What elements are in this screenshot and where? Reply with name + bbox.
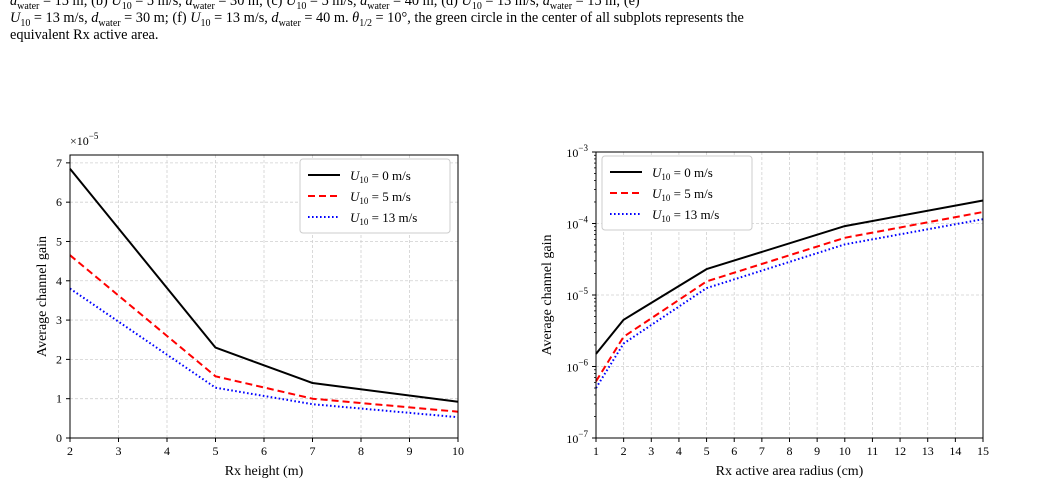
series-line-3: [69, 287, 459, 419]
y-tick-label: 3: [56, 313, 62, 327]
x-tick-label: 7: [759, 444, 765, 458]
y-offset-label: ×10−5: [70, 131, 99, 148]
y-tick-label: 2: [56, 352, 62, 366]
series-line-3: [595, 218, 984, 389]
x-tick-label: 4: [164, 444, 170, 458]
y-tick-label: 7: [56, 156, 62, 170]
x-tick-label: 2: [621, 444, 627, 458]
plot-frame: [595, 151, 984, 439]
x-tick-label: 5: [213, 444, 219, 458]
legend-label-1: U10 = 0 m/s: [652, 165, 713, 182]
y-tick-label: 10−3: [566, 143, 588, 160]
x-tick-label: 14: [949, 444, 961, 458]
x-axis-label: Rx height (m): [225, 464, 304, 479]
x-tick-label: 8: [787, 444, 793, 458]
y-tick-label: 10−7: [566, 429, 588, 446]
caption-line-3: equivalent Rx active area.: [10, 27, 159, 43]
legend-box: [601, 155, 753, 231]
x-tick-label: 2: [67, 444, 73, 458]
series-line-1: [595, 199, 984, 355]
x-tick-label: 10: [839, 444, 851, 458]
caption-line-1: dwater = 15 m; (b) U10 = 5 m/s, dwater =…: [10, 0, 640, 12]
x-tick-label: 15: [977, 444, 989, 458]
x-tick-label: 6: [731, 444, 737, 458]
chart-1: 2 3 4 5 6 7 8 9 10 0 1 2 3 4 5 6 7 ×10−5 Rx height (m) Aver…: [35, 131, 464, 479]
figure-caption: dwater = 15 m; (b) U10 = 5 m/s, dwater =…: [10, 0, 1032, 44]
x-tick-label: 12: [894, 444, 906, 458]
y-tick-label: 10−4: [566, 215, 588, 232]
x-tick-label: 13: [922, 444, 934, 458]
chart-2: 1 2 3 4 5 6 7 8 9 10 11 12 13 14 1510−710−610−510−410−…: [540, 143, 989, 479]
legend-label-3: U10 = 13 m/s: [350, 210, 417, 227]
x-tick-label: 1: [593, 444, 599, 458]
x-tick-label: 3: [116, 444, 122, 458]
y-tick-label: 10−5: [566, 286, 588, 303]
x-tick-label: 7: [310, 444, 316, 458]
series-line-1: [69, 168, 459, 403]
x-tick-label: 6: [261, 444, 267, 458]
x-tick-label: 9: [407, 444, 413, 458]
legend: U10 = 0 m/s U10 = 5 m/s U10 = 13 m/s: [299, 158, 451, 234]
y-axis-label: Average channel gain: [540, 234, 555, 355]
y-tick-label: 10−6: [566, 358, 588, 375]
x-tick-label: 10: [452, 444, 464, 458]
series-line-2: [595, 211, 984, 382]
legend-label-1: U10 = 0 m/s: [350, 168, 411, 185]
legend-label-3: U10 = 13 m/s: [652, 207, 719, 224]
x-tick-label: 9: [814, 444, 820, 458]
caption-line-2: U10 = 13 m/s, dwater = 30 m; (f) U10 = 1…: [10, 10, 744, 29]
x-tick-label: 5: [704, 444, 710, 458]
y-tick-label: 4: [56, 274, 62, 288]
legend-box: [299, 158, 451, 234]
y-tick-label: 0: [56, 431, 62, 445]
series-line-2: [69, 254, 459, 413]
legend: U10 = 0 m/s U10 = 5 m/s U10 = 13 m/s: [601, 155, 753, 231]
x-tick-label: 8: [358, 444, 364, 458]
legend-label-2: U10 = 5 m/s: [652, 186, 713, 203]
legend-label-2: U10 = 5 m/s: [350, 189, 411, 206]
x-axis-label: Rx active area radius (cm): [716, 464, 864, 479]
y-tick-label: 6: [56, 195, 62, 209]
x-tick-label: 11: [867, 444, 879, 458]
y-axis-label: Average channel gain: [35, 236, 50, 357]
y-tick-label: 1: [56, 392, 62, 406]
plot-frame: [69, 154, 459, 439]
x-tick-label: 3: [648, 444, 654, 458]
x-tick-label: 4: [676, 444, 682, 458]
y-tick-label: 5: [56, 234, 62, 248]
